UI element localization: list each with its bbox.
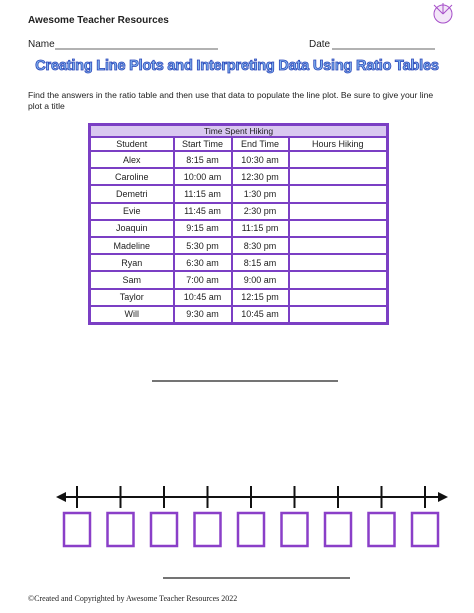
table-row: Madeline 5:30 pm 8:30 pm: [88, 235, 389, 256]
table-row: Sam 7:00 am 9:00 am: [88, 270, 389, 290]
footer: ©Created and Copyrighted by Awesome Teac…: [28, 594, 238, 603]
table-cell: 8:15 am: [230, 253, 290, 273]
name-label: Name: [28, 39, 55, 50]
table-cell: 2:30 pm: [230, 201, 290, 221]
table-row: Evie 11:45 am 2:30 pm: [88, 201, 389, 221]
answer-box: [280, 511, 309, 548]
table-cell: 10:30 am: [230, 149, 290, 170]
answer-box: [236, 511, 266, 548]
answer-cell: [287, 201, 389, 221]
table-cell: 8:15 am: [172, 149, 233, 170]
table-cell: Ryan: [88, 253, 175, 273]
table-cell: 5:30 pm: [172, 235, 233, 256]
column-header: Student: [88, 136, 175, 152]
table-row: Alex 8:15 am 10:30 am: [88, 149, 389, 170]
table-row: Demetri 11:15 am 1:30 pm: [88, 184, 389, 204]
answer-box: [62, 511, 92, 548]
table-cell: 10:45 am: [172, 287, 233, 307]
answer-cell: [287, 149, 389, 170]
table-cell: 12:15 pm: [230, 287, 290, 307]
answer-boxes: [62, 511, 440, 548]
table-cell: 10:45 am: [230, 304, 290, 325]
table-cell: 10:00 am: [172, 167, 233, 187]
answer-cell: [287, 253, 389, 273]
table-cell: Alex: [88, 149, 175, 170]
number-line: [56, 486, 448, 508]
table-row: Will 9:30 am 10:45 am: [88, 304, 389, 325]
column-header: Start Time: [172, 136, 233, 152]
table-cell: 11:45 am: [172, 201, 233, 221]
answer-box: [106, 511, 135, 548]
table-row: Joaquin 9:15 am 11:15 pm: [88, 218, 389, 238]
answer-cell: [287, 235, 389, 256]
table-cell: 9:30 am: [172, 304, 233, 325]
table-cell: Taylor: [88, 287, 175, 307]
hiking-table: Time Spent Hiking Student Start Time End T…: [88, 123, 390, 325]
column-header: End Time: [230, 136, 290, 152]
date-label: Date: [309, 39, 331, 50]
answer-cell: [287, 304, 389, 325]
answer-cell: [287, 287, 389, 307]
logo: [433, 3, 453, 24]
table-cell: Joaquin: [88, 218, 175, 238]
table-cell: 9:00 am: [230, 270, 290, 290]
answer-box: [149, 511, 179, 548]
answer-box: [367, 511, 396, 548]
answer-cell: [287, 218, 389, 238]
column-header: Hours Hiking: [287, 136, 389, 152]
table-cell: 8:30 pm: [230, 235, 290, 256]
table-cell: Evie: [88, 201, 175, 221]
table-cell: 6:30 am: [172, 253, 233, 273]
answer-box: [323, 511, 353, 548]
answer-box: [193, 511, 222, 548]
answer-cell: [287, 184, 389, 204]
table-cell: 9:15 am: [172, 218, 233, 238]
brand: Awesome Teacher Resources: [28, 15, 169, 26]
table-row: Taylor 10:45 am 12:15 pm: [88, 287, 389, 307]
table-cell: Demetri: [88, 184, 175, 204]
worksheet-title: Creating Line Plots and Interpreting Dat…: [35, 58, 439, 75]
table-cell: 7:00 am: [172, 270, 233, 290]
table-cell: 12:30 pm: [230, 167, 290, 187]
table-cell: Caroline: [88, 167, 175, 187]
answer-box: [410, 511, 440, 548]
answer-cell: [287, 270, 389, 290]
table-cell: Madeline: [88, 235, 175, 256]
table-cell: 11:15 pm: [230, 218, 290, 238]
table-title: Time Spent Hiking: [88, 123, 389, 138]
table-cell: 1:30 pm: [230, 184, 290, 204]
table-cell: Will: [88, 304, 175, 325]
table-cell: Sam: [88, 270, 175, 290]
answer-cell: [287, 167, 389, 187]
table-row: Ryan 6:30 am 8:15 am: [88, 253, 389, 273]
table-cell: 11:15 am: [172, 184, 233, 204]
instructions: Find the answers in the ratio table and …: [28, 90, 434, 111]
table-row: Caroline 10:00 am 12:30 pm: [88, 167, 389, 187]
